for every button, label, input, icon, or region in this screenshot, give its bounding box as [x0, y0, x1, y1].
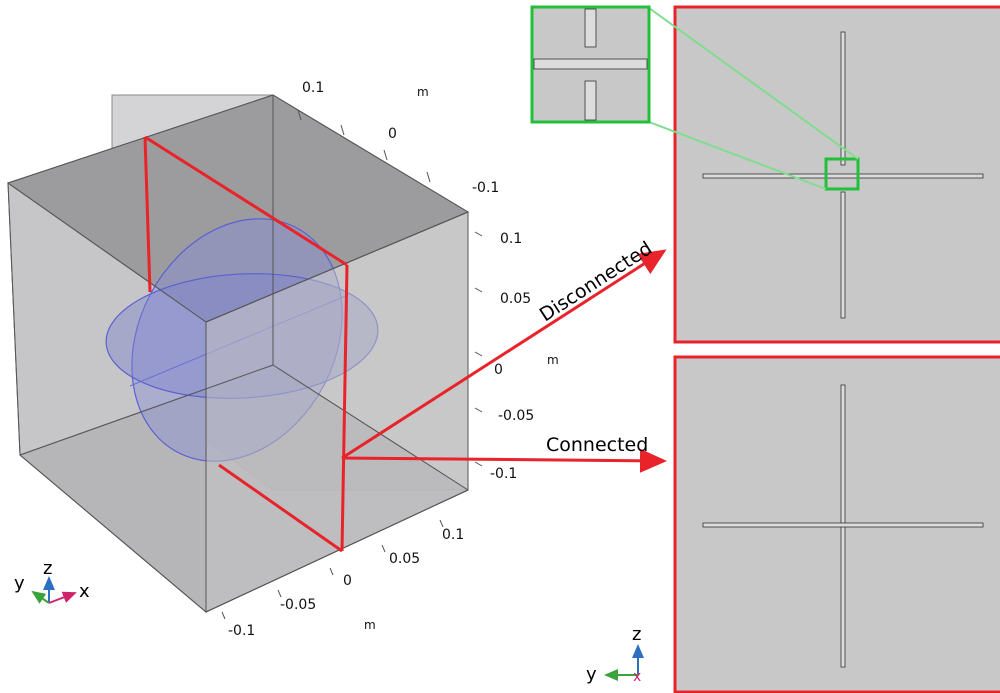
axis-triad-2d: z y x [586, 624, 644, 685]
bottom-tick-0.05: 0.05 [389, 551, 420, 567]
bottom-tick-0: 0 [343, 573, 352, 589]
triad2d-y-label: y [586, 664, 597, 685]
disconnected-label: Disconnected [536, 237, 656, 326]
zoom-links [648, 7, 859, 190]
right-tick--0.05: -0.05 [498, 408, 534, 424]
axis-tick-marks [221, 109, 483, 620]
right-axis-unit: m [547, 353, 559, 367]
triad2d-z-label: z [632, 624, 641, 645]
disconnected-panel [673, 5, 1000, 344]
slot-lower [840, 191, 846, 319]
triad2d-x-label: x [633, 669, 641, 685]
top-tick-0: 0 [388, 126, 397, 142]
right-tick-0: 0 [494, 362, 503, 378]
connected-panel [673, 355, 1000, 693]
zoom-region-box [824, 157, 860, 191]
axis-triad-3d: z y x [14, 558, 90, 604]
top-tick--0.1: -0.1 [472, 180, 499, 196]
slot-horizontal [702, 173, 984, 179]
zoom-inset [530, 5, 651, 124]
slot-upper [840, 31, 846, 166]
top-axis-unit: m [417, 85, 429, 99]
bottom-axis-unit: m [364, 618, 376, 632]
bottom-tick-0.1: 0.1 [442, 527, 464, 543]
triad3d-x-label: x [79, 581, 90, 602]
slot-horizontal-connected [702, 522, 984, 528]
cut-plane-outline [143, 135, 349, 553]
triad3d-z-label: z [43, 558, 52, 579]
geometry-3d-view: 0.1 0 -0.1 m 0.1 0.05 0 -0.05 -0.1 m 0.1… [6, 80, 559, 639]
bottom-tick--0.1: -0.1 [228, 623, 255, 639]
right-tick--0.1: -0.1 [490, 466, 517, 482]
triad3d-y-label: y [14, 573, 25, 594]
box-edges [7, 94, 469, 613]
connected-label: Connected [546, 434, 648, 456]
top-tick-0.1: 0.1 [302, 80, 324, 96]
right-tick-0.1: 0.1 [500, 231, 522, 247]
right-tick-0.05: 0.05 [500, 291, 531, 307]
bottom-tick--0.05: -0.05 [280, 597, 316, 613]
